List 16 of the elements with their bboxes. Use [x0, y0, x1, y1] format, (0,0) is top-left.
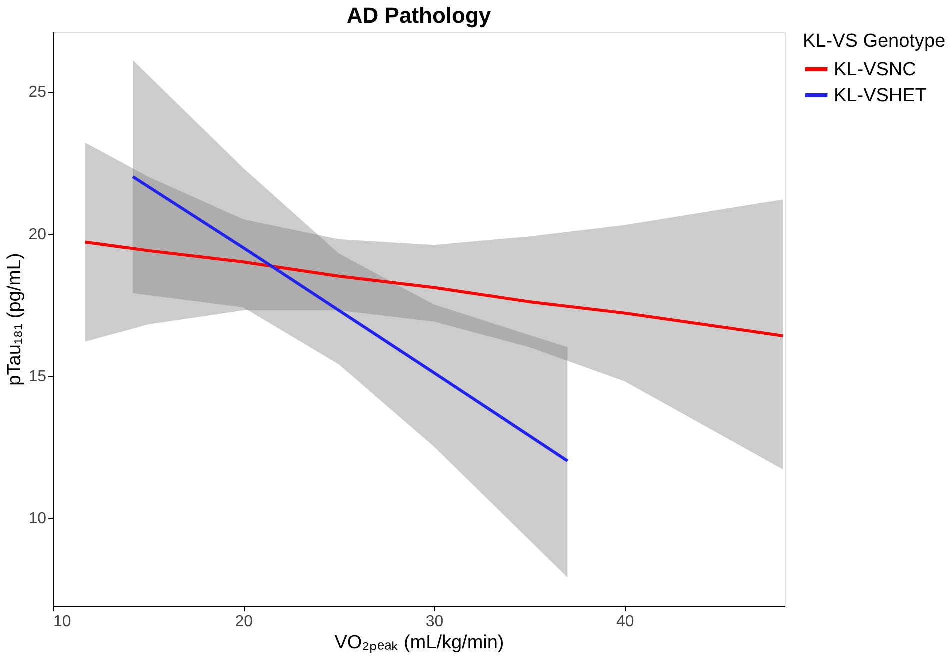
y-axis-title: pTau₁₈₁ (pg/mL) — [4, 253, 26, 386]
legend-label: KL-VSHET — [834, 86, 928, 106]
x-tick-label: 40 — [616, 614, 634, 630]
line-series — [84, 240, 785, 338]
y-tick-label: 15 — [28, 368, 47, 386]
x-tick-label: 30 — [426, 614, 444, 630]
line-series — [132, 175, 570, 463]
legend-title: KL-VS Genotype — [803, 31, 946, 52]
x-tick-label: 10 — [54, 614, 72, 630]
legend-label: KL-VSNC — [834, 60, 916, 80]
y-tick-label: 10 — [28, 510, 47, 528]
y-tick-label: 20 — [28, 226, 47, 244]
chart-title: AD Pathology — [346, 3, 492, 28]
x-axis-title: VO₂ₚₑₐₖ (mL/kg/min) — [334, 632, 504, 654]
y-tick-label: 25 — [28, 84, 47, 102]
x-tick-label: 20 — [235, 614, 254, 630]
